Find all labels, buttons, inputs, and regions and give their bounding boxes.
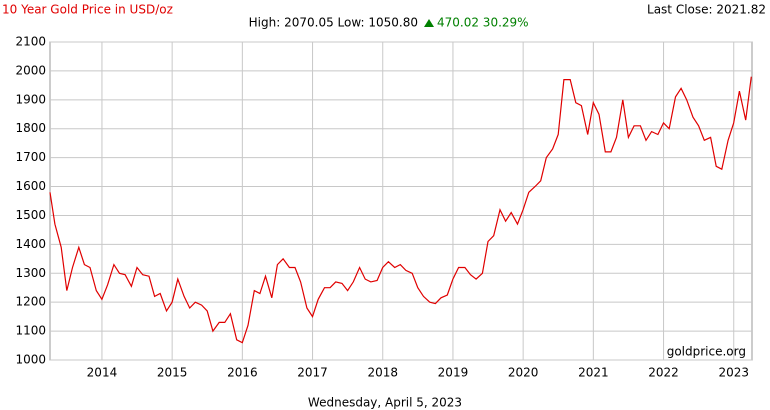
x-tick-label: 2017 [297, 366, 328, 380]
y-tick-label: 1600 [15, 179, 46, 193]
plot-frame [49, 41, 753, 361]
y-tick-label: 1000 [15, 353, 46, 367]
x-tick-label: 2019 [438, 366, 469, 380]
y-tick-label: 1900 [15, 92, 46, 106]
y-tick-label: 2000 [15, 63, 46, 77]
y-tick-label: 1400 [15, 237, 46, 251]
x-tick-label: 2022 [648, 366, 679, 380]
x-tick-label: 2020 [508, 366, 539, 380]
x-tick-label: 2015 [157, 366, 188, 380]
x-tick-label: 2023 [718, 366, 749, 380]
last-close: Last Close: 2021.82 [647, 3, 766, 17]
y-tick-label: 1500 [15, 208, 46, 222]
subtitle: High: 2070.05 Low: 1050.80 [249, 16, 418, 30]
price-line [49, 76, 752, 344]
up-arrow [424, 19, 434, 27]
y-tick-label: 1200 [15, 295, 46, 309]
y-tick-label: 2100 [15, 35, 46, 49]
date: Wednesday, April 5, 2023 [308, 396, 462, 410]
y-tick-label: 1300 [15, 266, 46, 280]
watermark: goldprice.org [667, 345, 746, 359]
x-tick-label: 2016 [227, 366, 258, 380]
x-tick-label: 2014 [87, 366, 118, 380]
x-tick-label: 2021 [578, 366, 609, 380]
y-tick-label: 1100 [15, 324, 46, 338]
x-tick-label: 2018 [367, 366, 398, 380]
y-tick-label: 1700 [15, 150, 46, 164]
y-tick-label: 1800 [15, 121, 46, 135]
chart-title: 10 Year Gold Price in USD/oz [2, 3, 173, 17]
change: 470.02 30.29% [437, 16, 529, 30]
